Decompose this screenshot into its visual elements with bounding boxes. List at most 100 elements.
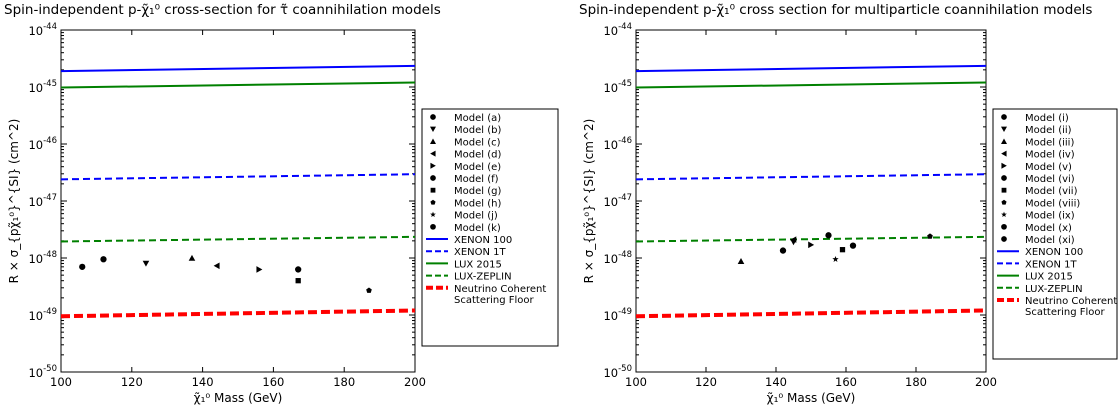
legend-marker (430, 138, 436, 144)
legend-marker (1001, 126, 1007, 133)
y-tick-label: 10-49 (28, 307, 57, 323)
x-tick-label: 140 (765, 375, 787, 389)
plot-frame (60, 29, 416, 373)
legend-label: Model (h) (454, 198, 501, 209)
legend-label: XENON 100 (454, 235, 512, 246)
legend-marker (430, 223, 436, 230)
limit-line (635, 308, 987, 319)
legend: Model (a)Model (b)Model (c)Model (d)Mode… (421, 108, 559, 347)
y-tick-label: 10-44 (603, 22, 632, 38)
legend-label: Model (k) (454, 223, 501, 234)
limit-line (635, 235, 987, 243)
x-tick-label: 200 (404, 375, 426, 389)
chart-panel-2: Spin-independent p-χ̃₁⁰ cross section fo… (579, 2, 1118, 405)
data-point (142, 260, 150, 267)
y-axis-label: R × σ_{pχ̃₁⁰}^{SI} (cm^2) (7, 119, 21, 284)
legend-marker (1001, 138, 1007, 144)
legend-label: Model (a) (454, 113, 501, 124)
x-tick-label: 180 (905, 375, 927, 389)
legend-marker (1001, 175, 1007, 181)
limit-line (635, 173, 987, 181)
data-point (213, 262, 220, 270)
legend-label: Model (iv) (1025, 150, 1075, 161)
legend-label: Model (ii) (1025, 125, 1072, 136)
y-tick-label: 10-48 (603, 250, 632, 266)
limit-line (60, 308, 416, 319)
y-tick-label: 10-45 (603, 79, 632, 95)
legend-label: Model (vii) (1025, 186, 1078, 197)
y-tick-label: 10-45 (28, 79, 57, 95)
legend-label: LUX-ZEPLIN (1025, 284, 1083, 295)
data-point (825, 232, 832, 239)
data-point (256, 266, 263, 273)
y-tick-label: 10-50 (28, 364, 57, 380)
data-point (839, 247, 846, 253)
legend-label: Model (iii) (1025, 137, 1074, 148)
legend-marker (1001, 199, 1007, 205)
y-tick-label: 10-46 (603, 136, 632, 152)
data-point (790, 236, 797, 243)
limit-line (60, 173, 416, 181)
legend-label: Model (ix) (1025, 211, 1075, 222)
legend-label: Model (xi) (1025, 235, 1075, 246)
data-point (832, 255, 839, 262)
limit-line (60, 235, 416, 243)
legend-marker (430, 211, 436, 218)
y-tick-label: 10-48 (28, 250, 57, 266)
legend-label: Neutrino Coherent Scattering Floor (454, 284, 546, 306)
legend-label: XENON 1T (454, 247, 507, 258)
y-tick-label: 10-49 (603, 307, 632, 323)
legend-marker (1001, 223, 1007, 230)
x-tick-label: 180 (333, 375, 355, 389)
legend-marker (430, 199, 436, 205)
y-tick-label: 10-44 (28, 22, 57, 38)
legend-label: XENON 1T (1025, 259, 1078, 270)
data-point (295, 278, 301, 284)
legend-marker (430, 187, 436, 193)
x-tick-label: 160 (262, 375, 284, 389)
x-axis-label: χ̃₁⁰ Mass (GeV) (194, 391, 283, 405)
x-tick-label: 160 (835, 375, 857, 389)
legend-marker (430, 114, 436, 120)
y-tick-label: 10-50 (603, 364, 632, 380)
legend-label: Neutrino Coherent Scattering Floor (1025, 296, 1117, 318)
legend-label: Model (d) (454, 150, 501, 161)
legend-label: Model (v) (1025, 162, 1072, 173)
x-axis-label: χ̃₁⁰ Mass (GeV) (767, 391, 856, 405)
legend-label: Model (b) (454, 125, 501, 136)
legend-label: Model (x) (1025, 223, 1072, 234)
legend-marker (430, 175, 436, 181)
chart-panel-1: Spin-independent p-χ̃₁⁰ cross-section fo… (4, 2, 559, 405)
x-tick-label: 120 (121, 375, 143, 389)
legend-marker (1001, 150, 1007, 157)
data-point (100, 256, 107, 263)
limit-line (60, 64, 416, 73)
legend-label: Model (e) (454, 162, 501, 173)
data-point (808, 241, 815, 249)
x-tick-label: 200 (975, 375, 997, 389)
legend-marker (1001, 236, 1007, 242)
legend-label: Model (viii) (1025, 198, 1080, 209)
legend-label: LUX 2015 (1025, 272, 1073, 283)
legend-marker (430, 126, 436, 133)
data-point (779, 247, 787, 254)
legend-box (421, 108, 559, 347)
y-axis-label: R × σ_{pχ̃₁⁰}^{SI} (cm^2) (582, 119, 596, 284)
y-tick-label: 10-46 (28, 136, 57, 152)
plot-frame (635, 29, 987, 373)
data-point (188, 254, 196, 261)
legend-marker (1001, 187, 1007, 193)
data-point (79, 263, 86, 270)
legend-label: Model (g) (454, 186, 501, 197)
legend-marker (430, 162, 436, 169)
y-tick-label: 10-47 (28, 193, 57, 209)
chart-title: Spin-independent p-χ̃₁⁰ cross section fo… (579, 2, 1092, 18)
legend-label: LUX-ZEPLIN (454, 272, 512, 283)
legend: Model (i)Model (ii)Model (iii) Model (iv)… (992, 108, 1118, 360)
limit-line (60, 81, 416, 89)
data-point (295, 266, 302, 273)
x-tick-label: 140 (192, 375, 214, 389)
legend-marker (1001, 211, 1007, 218)
legend-label: XENON 100 (1025, 247, 1083, 258)
